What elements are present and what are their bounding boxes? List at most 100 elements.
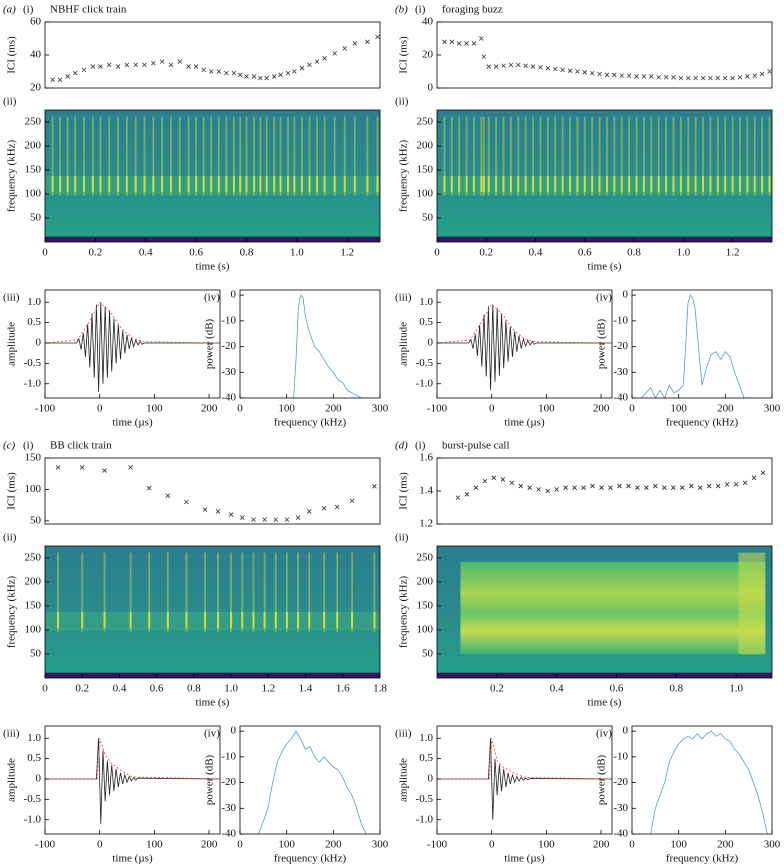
click-core (613, 176, 616, 192)
click-stripe (561, 116, 564, 196)
click-core (57, 612, 60, 628)
signal-line (45, 738, 220, 824)
y-axis-label: frequency (kHz) (398, 575, 410, 648)
click-stripe (613, 116, 616, 196)
click-core (323, 176, 326, 192)
ici-point (626, 483, 631, 489)
x-tick-label: -100 (427, 403, 448, 415)
y-tick-label: 20 (422, 49, 434, 61)
click-core (74, 176, 77, 192)
plot-frame (44, 109, 381, 243)
ici-point (372, 484, 377, 489)
y-tick-label: 100 (25, 624, 42, 636)
click-stripe (450, 116, 453, 196)
click-core (81, 612, 84, 628)
ici-point (491, 475, 497, 481)
ici-point (65, 74, 70, 79)
click-core (539, 176, 542, 192)
click-core (679, 176, 682, 192)
y-tick-label: 0.5 (27, 316, 41, 328)
x-tick-label: 0 (489, 403, 495, 415)
click-stripe (761, 116, 764, 196)
y-axis-label: power (dB) (596, 318, 608, 369)
click-stripe (178, 116, 181, 196)
x-axis-label: time (s) (588, 697, 622, 709)
click-core (117, 176, 120, 192)
spectrogram-glow (45, 176, 380, 195)
x-tick-label: 0.8 (240, 247, 254, 259)
ici-point (151, 60, 156, 66)
ici-point (251, 74, 257, 79)
click-core (694, 176, 697, 192)
ici-point (545, 65, 551, 71)
ici-point (72, 70, 78, 76)
ici-point (349, 498, 355, 504)
y-tick-label: -10 (221, 750, 236, 762)
click-stripe (134, 116, 137, 196)
click-stripe (576, 116, 579, 196)
ici-point (98, 64, 103, 69)
ici-point (575, 69, 580, 74)
spectrogram-edge (738, 552, 766, 655)
ici-point (582, 70, 588, 75)
click-stripe (353, 116, 356, 196)
click-core (143, 176, 146, 192)
ici-point (464, 492, 470, 497)
y-tick-label: 150 (417, 164, 434, 176)
ici-point (742, 480, 748, 486)
ici-point (604, 72, 610, 78)
click-stripe (233, 116, 235, 196)
click-stripe (672, 116, 675, 196)
y-tick-label: 40 (30, 49, 42, 61)
y-tick-label: 200 (25, 576, 42, 588)
click-stripe (195, 116, 198, 196)
x-axis-label: time (s) (196, 261, 230, 273)
ici-point (295, 515, 301, 520)
click-stripe (187, 116, 190, 196)
click-core (576, 176, 579, 192)
ici-point (271, 74, 277, 79)
ici-point (597, 71, 602, 77)
ici-point (50, 77, 55, 83)
x-axis-label: time (µs) (112, 417, 153, 429)
click-core (517, 176, 520, 192)
click-stripe (694, 116, 697, 196)
ici-point (208, 69, 214, 74)
x-tick-label: 1.8 (373, 683, 387, 695)
signal-line (293, 294, 362, 398)
x-tick-label: 100 (670, 403, 687, 415)
click-stripe (259, 116, 262, 196)
click-stripe (74, 116, 77, 196)
x-tick-label: 1.2 (726, 247, 740, 259)
ici-point (663, 74, 669, 80)
plot-frame (436, 545, 773, 679)
y-axis-label: frequency (kHz) (6, 575, 18, 648)
click-stripe (487, 116, 490, 196)
spectrogram-glow (45, 612, 380, 631)
y-tick-label: 0 (428, 82, 434, 94)
x-tick-label: 1.0 (729, 683, 743, 695)
plot-frame (44, 289, 221, 399)
ici-point (455, 495, 461, 500)
click-stripe (51, 116, 54, 196)
click-stripe (323, 116, 326, 196)
click-stripe (569, 116, 571, 196)
x-tick-label: -100 (427, 839, 448, 851)
spectrogram-band (460, 561, 766, 655)
ici-point (278, 72, 283, 78)
click-stripe (539, 116, 542, 196)
click-stripe (293, 116, 296, 196)
ici-point (700, 75, 706, 81)
ici-point (493, 64, 499, 69)
ici-point (79, 465, 85, 470)
y-tick-label: 20 (30, 82, 42, 94)
click-core (252, 612, 255, 628)
x-tick-label: 0.8 (669, 683, 683, 695)
click-core (702, 176, 705, 192)
y-tick-label: 0 (428, 337, 434, 349)
y-tick-label: 250 (417, 552, 434, 564)
ici-point (342, 46, 348, 51)
plot-area (641, 294, 749, 398)
click-stripe (253, 116, 255, 196)
click-stripe (473, 116, 475, 196)
